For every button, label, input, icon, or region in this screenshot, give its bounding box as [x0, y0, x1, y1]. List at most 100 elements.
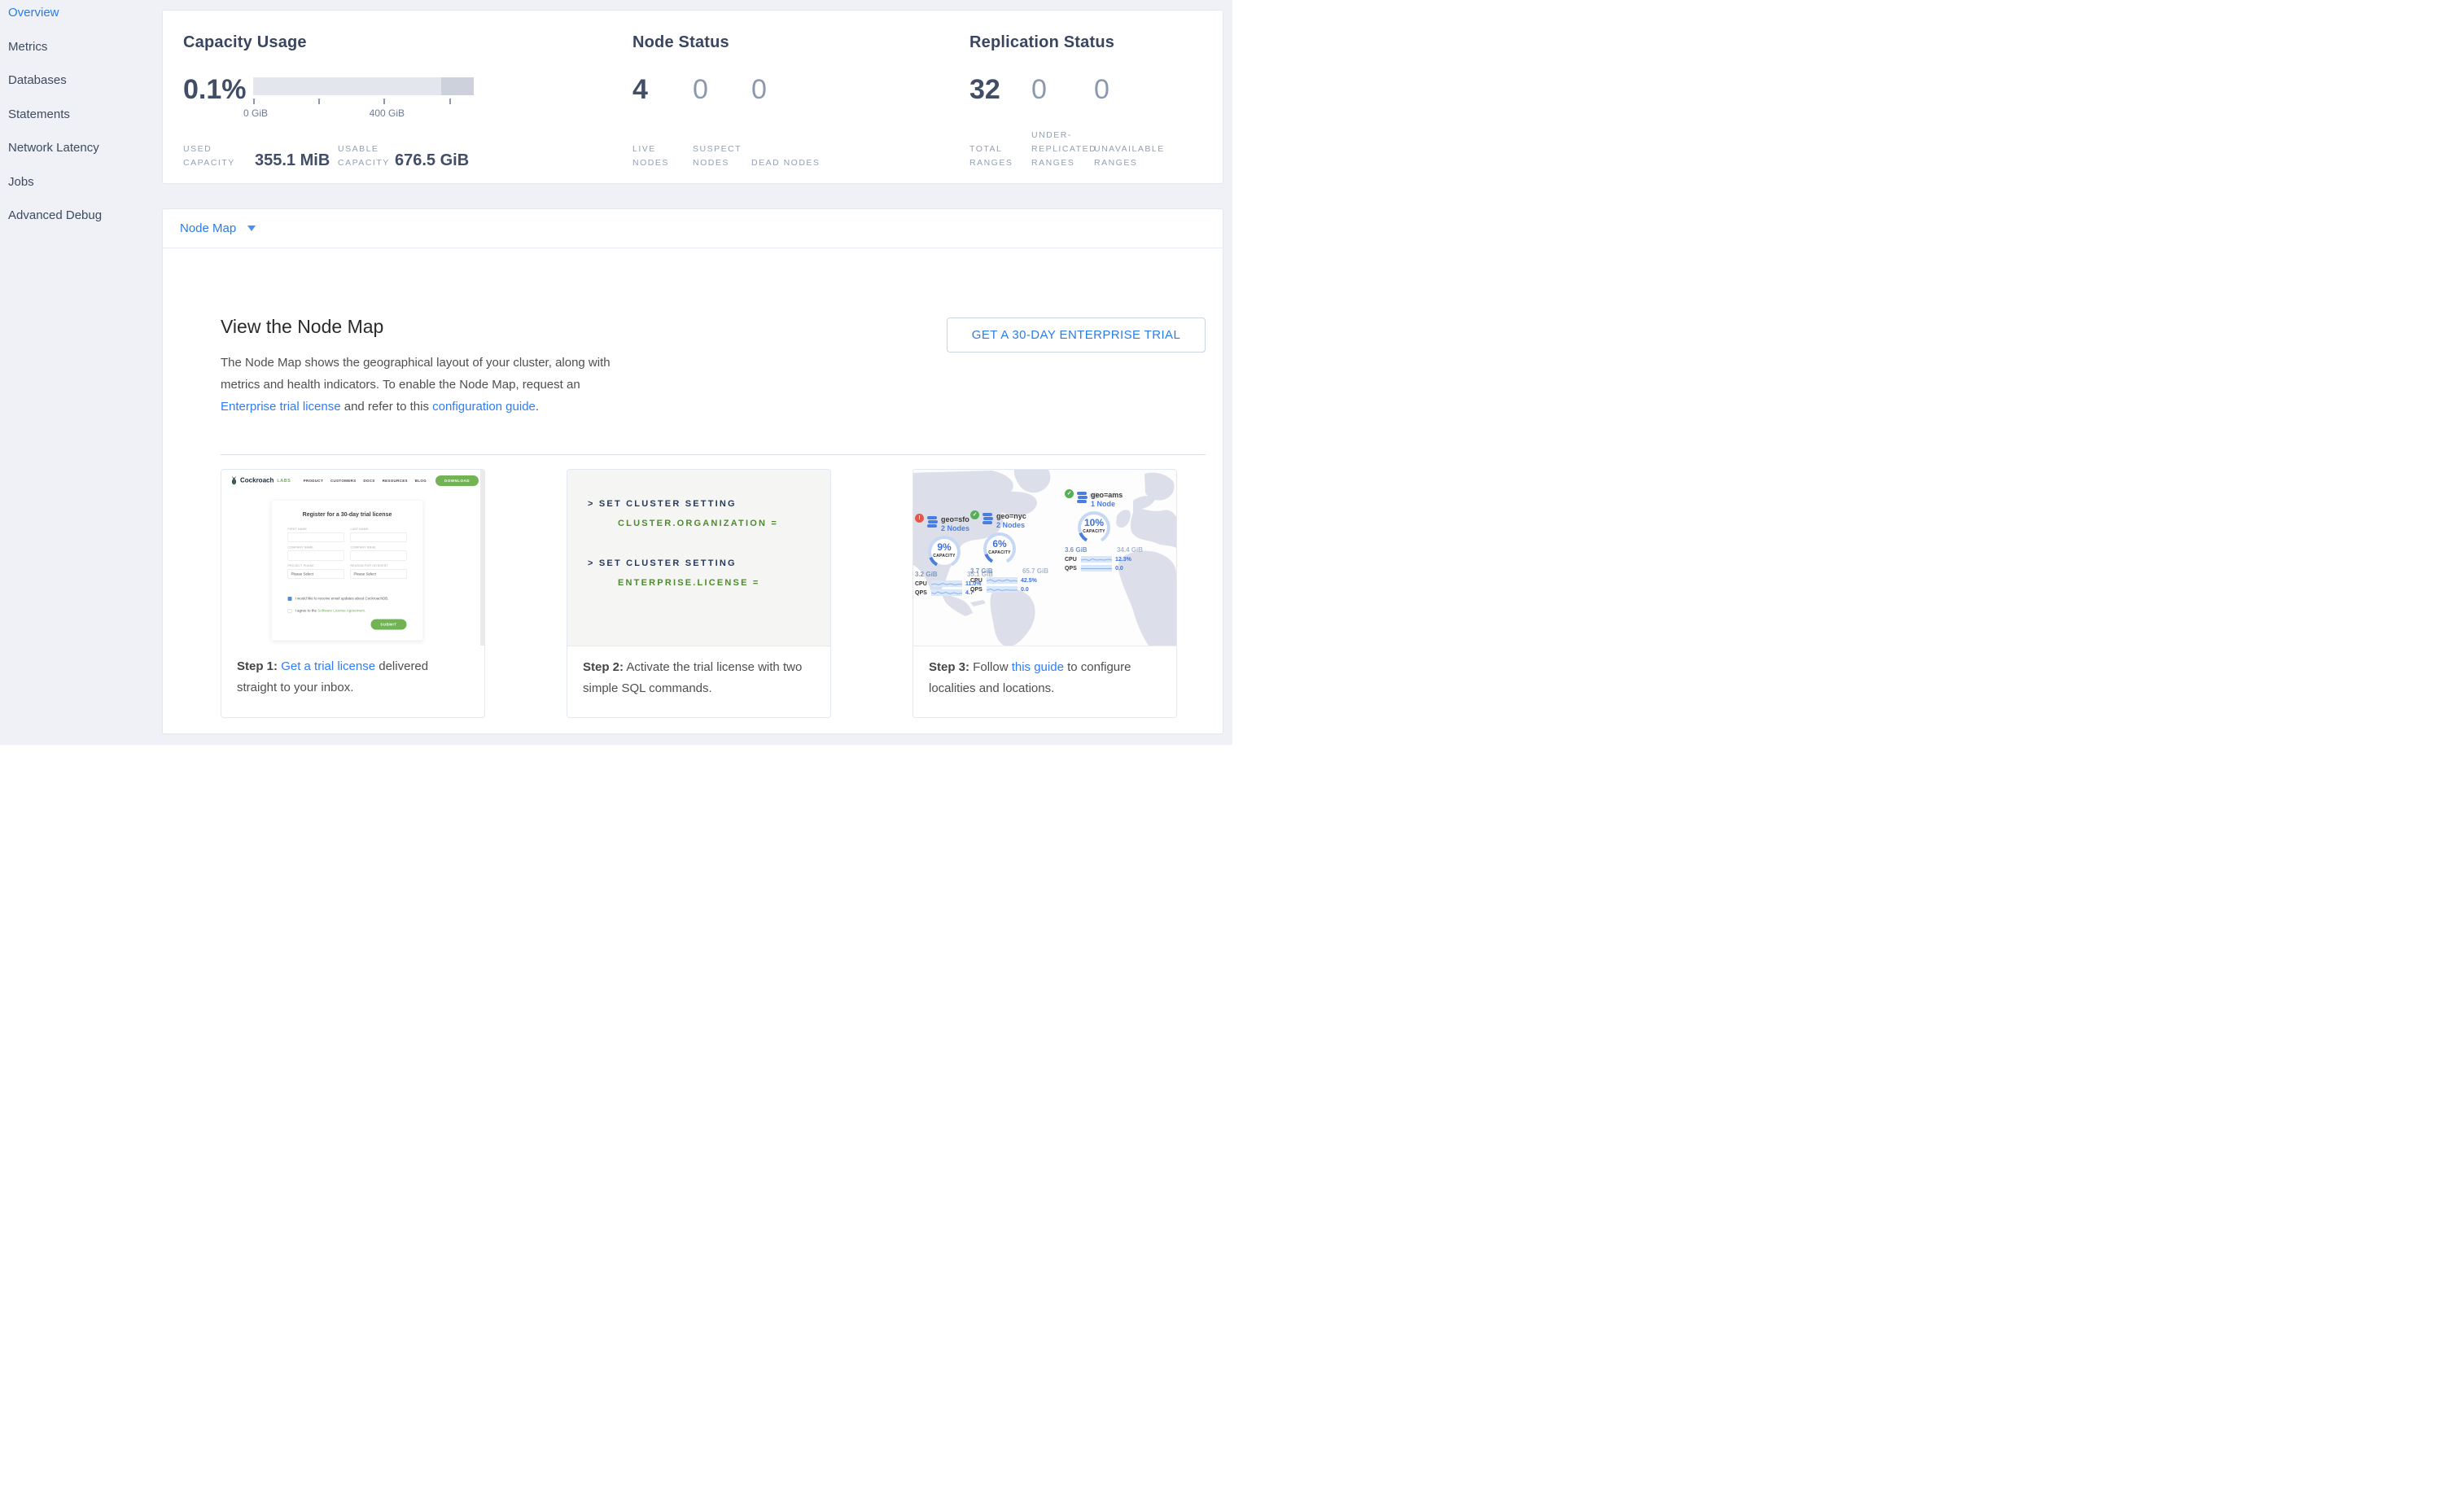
get-enterprise-trial-button[interactable]: GET A 30-DAY ENTERPRISE TRIAL — [947, 318, 1206, 353]
qps-sparkline — [987, 586, 1018, 593]
configuration-guide-link[interactable]: configuration guide — [432, 400, 536, 414]
total-ranges-value: 32 — [969, 74, 1000, 105]
company-email-label: COMPANY EMAIL — [350, 546, 377, 550]
step3-text: Follow — [969, 660, 1012, 674]
sql-snippet: > SET CLUSTER SETTING CLUSTER.ORGANIZATI… — [567, 470, 830, 646]
database-icon — [983, 513, 993, 529]
qps-label: QPS — [915, 589, 927, 596]
agree-text: I agree to the — [295, 608, 318, 613]
description-text: and refer to this — [340, 400, 433, 414]
dead-nodes-value: 0 — [751, 74, 767, 105]
step3-text: to configure localities and locations. — [929, 660, 1131, 695]
steps-row: Cockroach LABS PRODUCT CUSTOMERS DOCS RES… — [221, 469, 1177, 718]
used-capacity-value: 355.1 MiB — [255, 151, 330, 169]
get-trial-license-link[interactable]: Get a trial license — [281, 659, 376, 673]
step1-text: delivered straight to your inbox. — [237, 659, 429, 694]
mini-scrollbar — [480, 470, 484, 646]
step2-caption: Step 2: Activate the trial license with … — [567, 646, 830, 699]
cpu-value: 42.5% — [1021, 577, 1037, 584]
step1-thumbnail: Cockroach LABS PRODUCT CUSTOMERS DOCS RES… — [221, 470, 484, 646]
suspect-nodes-label: SUSPECT NODES — [693, 144, 742, 168]
total-gib: 35.1 GiB — [966, 571, 993, 578]
capacity-usage-section: Capacity Usage 0.1% 0 GiB 400 GiB US — [183, 11, 632, 183]
checkbox-unchecked-icon — [287, 609, 292, 613]
logo-suffix: LABS — [277, 478, 291, 484]
total-gib: 34.4 GiB — [1116, 546, 1143, 554]
healthy-status-icon: ✓ — [1065, 489, 1074, 498]
sql-line-2: CLUSTER.ORGANIZATION = — [618, 519, 779, 528]
view-selector-label[interactable]: Node Map — [180, 221, 237, 235]
cpu-label: CPU — [970, 577, 983, 584]
sidebar-item-jobs[interactable]: Jobs — [8, 174, 34, 189]
node-count-label: 1 Node — [1091, 500, 1116, 508]
suspect-nodes-value: 0 — [693, 74, 708, 105]
admin-ui-page: Overview Metrics Databases Statements Ne… — [0, 0, 1232, 745]
node-count-label: 2 Nodes — [941, 524, 970, 532]
sidebar-item-databases[interactable]: Databases — [8, 73, 67, 87]
cockroach-site-mock: Cockroach LABS PRODUCT CUSTOMERS DOCS RES… — [221, 470, 484, 646]
step2-card: > SET CLUSTER SETTING CLUSTER.ORGANIZATI… — [567, 469, 831, 718]
under-replicated-ranges-value: 0 — [1031, 74, 1047, 105]
live-nodes-value: 4 — [632, 74, 648, 105]
capacity-bar-other-segment — [441, 77, 474, 95]
license-agree-checkbox-row: I agree to the Software License Agreemen… — [287, 608, 366, 613]
node-status-section: Node Status 4 0 0 LIVE NODES SUSPECT NOD… — [632, 11, 969, 183]
sidebar-item-network-latency[interactable]: Network Latency — [8, 141, 99, 155]
qps-sparkline — [1081, 565, 1112, 572]
under-replicated-ranges-label: UNDER-REPLICATED RANGES — [1031, 130, 1097, 168]
live-nodes-label: LIVE NODES — [632, 144, 669, 168]
usable-capacity-label: USABLE CAPACITY — [338, 144, 390, 168]
capacity-axis-tick-400: 400 GiB — [369, 107, 405, 119]
capacity-gauge: 9% CAPACITY — [928, 536, 961, 568]
nav-customers: CUSTOMERS — [330, 479, 357, 483]
gauge-label: CAPACITY — [933, 554, 956, 558]
this-guide-link[interactable]: this guide — [1011, 660, 1064, 674]
locality-label: geo=sfo — [941, 515, 969, 523]
sidebar-item-metrics[interactable]: Metrics — [8, 39, 48, 54]
cockroach-labs-logo: Cockroach LABS — [230, 476, 291, 485]
qps-sparkline — [931, 589, 962, 596]
trial-register-form: Register for a 30-day trial license FIRS… — [271, 500, 423, 641]
locality-label: geo=nyc — [996, 512, 1026, 520]
page-title: View the Node Map — [221, 316, 384, 338]
capacity-axis: 0 GiB 400 GiB — [243, 99, 474, 120]
qps-value: 4.7 — [965, 589, 974, 596]
node-map-panel: Node Map View the Node Map The Node Map … — [162, 208, 1223, 734]
first-name-label: FIRST NAME — [287, 528, 308, 532]
software-license-link: Software License Agreement. — [317, 608, 366, 613]
qps-label: QPS — [970, 586, 983, 593]
step3-label: Step 3: — [929, 660, 970, 674]
used-gib: 3.6 GiB — [1065, 546, 1088, 554]
dead-nodes-label: DEAD NODES — [751, 158, 821, 168]
sidebar-item-overview[interactable]: Overview — [8, 6, 59, 20]
map-node-nyc: ✓ geo=nyc 2 Nodes 6% CAPACITY — [970, 510, 1058, 593]
download-button: DOWNLOAD — [435, 475, 479, 486]
step3-card: ! geo=sfo 2 Nodes 9% CAPACITY — [913, 469, 1177, 718]
first-name-field — [287, 532, 344, 542]
description-text: The Node Map shows the geographical layo… — [221, 356, 611, 392]
cpu-value: 12.3% — [1115, 556, 1131, 563]
project-phase-label: PROJECT PHASE — [287, 564, 314, 568]
sidebar-item-statements[interactable]: Statements — [8, 107, 70, 121]
step3-caption: Step 3: Follow this guide to configure l… — [913, 646, 1176, 699]
view-selector[interactable]: Node Map — [163, 209, 1223, 248]
sidebar-item-advanced-debug[interactable]: Advanced Debug — [8, 208, 103, 222]
qps-value: 0.0 — [1021, 586, 1029, 593]
sql-line-4: ENTERPRISE.LICENSE = — [618, 578, 760, 588]
gauge-percent: 9% — [937, 541, 952, 553]
unavailable-ranges-label: UNAVAILABLE RANGES — [1094, 144, 1165, 168]
step1-label: Step 1: — [237, 659, 278, 673]
sql-line-3: > SET CLUSTER SETTING — [588, 558, 737, 568]
cpu-label: CPU — [915, 580, 927, 587]
cockroach-bug-icon — [231, 476, 237, 485]
form-title: Register for a 30-day trial license — [302, 510, 392, 518]
gauge-label: CAPACITY — [1083, 529, 1105, 534]
enterprise-trial-license-link[interactable]: Enterprise trial license — [221, 400, 341, 414]
section-divider — [221, 454, 1206, 455]
capacity-bar-usable-segment — [253, 77, 442, 95]
replication-status-title: Replication Status — [969, 33, 1115, 51]
replication-status-section: Replication Status 32 0 0 TOTAL RANGES U… — [969, 11, 1213, 183]
total-ranges-label: TOTAL RANGES — [969, 144, 1013, 168]
usable-capacity-value: 676.5 GiB — [395, 151, 470, 169]
qps-value: 0.0 — [1115, 565, 1123, 572]
